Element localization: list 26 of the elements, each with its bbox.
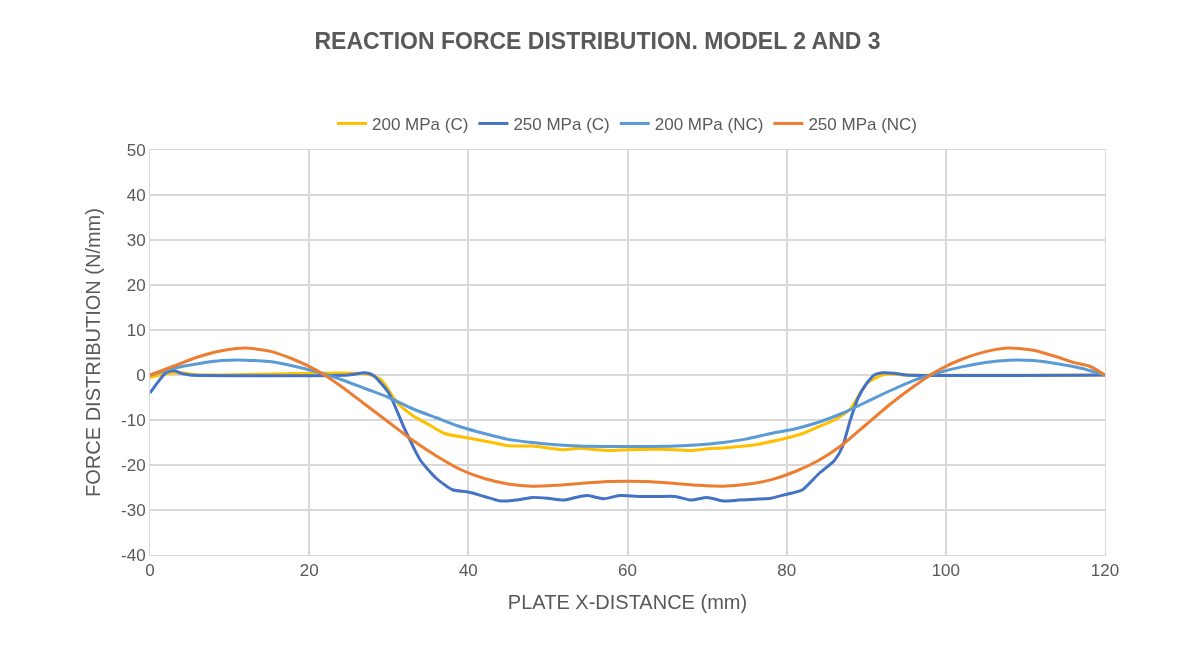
- legend-label: 200 MPa (C): [372, 115, 469, 135]
- y-tick-label: -10: [121, 410, 146, 430]
- line-series: [150, 369, 1105, 503]
- y-tick-label: -20: [121, 455, 146, 475]
- x-axis-title: PLATE X-DISTANCE (mm): [507, 590, 748, 613]
- x-tick-label: 120: [1090, 561, 1120, 581]
- legend-label: 250 MPa (C): [513, 115, 610, 135]
- x-tick-label: 60: [618, 561, 637, 581]
- y-tick-label: 10: [126, 320, 146, 340]
- y-tick-label: 50: [126, 140, 146, 160]
- line-series: [150, 346, 1105, 488]
- x-tick-label: 20: [299, 561, 319, 581]
- y-tick-label: 20: [126, 275, 146, 295]
- x-tick-label: 80: [777, 561, 797, 581]
- y-tick-label: 30: [126, 230, 146, 250]
- legend-label: 250 MPa (NC): [808, 115, 918, 135]
- y-axis-title: FORCE DISTRIBUTION (N/mm): [81, 208, 104, 497]
- x-tick-label: 100: [931, 561, 961, 581]
- line-series: [150, 358, 1105, 449]
- y-tick-label: -30: [121, 500, 146, 520]
- x-tick-label: 40: [458, 561, 478, 581]
- chart-title: REACTION FORCE DISTRIBUTION. MODEL 2 AND 3: [314, 27, 881, 54]
- y-tick-label: -40: [121, 545, 146, 565]
- y-tick-label: 40: [126, 185, 146, 205]
- y-tick-label: 0: [136, 365, 146, 385]
- legend-label: 200 MPa (NC): [654, 115, 764, 135]
